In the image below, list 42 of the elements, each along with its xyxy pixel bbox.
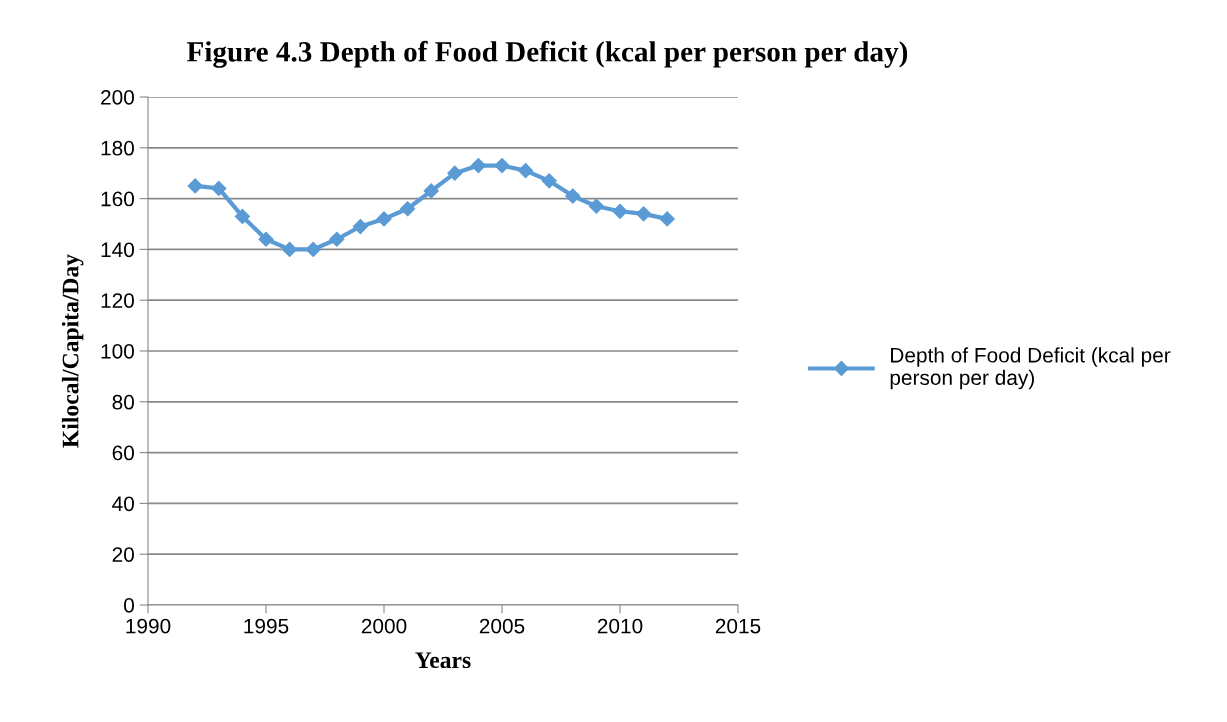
x-tick-label: 1990 xyxy=(126,618,171,634)
x-tick-label: 2005 xyxy=(479,618,525,634)
point xyxy=(187,178,203,194)
x-tick-label: 2000 xyxy=(361,618,407,634)
point xyxy=(258,231,274,247)
x-tick-label: 2010 xyxy=(597,618,643,634)
point xyxy=(400,201,416,217)
y-tick-label: 80 xyxy=(112,394,134,410)
point xyxy=(518,163,534,179)
y-tick-label: 20 xyxy=(112,547,134,562)
y-tick-label: 60 xyxy=(112,445,134,461)
point xyxy=(470,158,486,174)
chart-title: Figure 4.3 Depth of Food Deficit (kcal per person per day) xyxy=(187,40,908,68)
y-tick-label: 200 xyxy=(101,90,134,105)
point xyxy=(329,231,345,247)
point xyxy=(612,203,628,219)
point xyxy=(376,211,392,227)
point xyxy=(565,188,581,204)
y-tick-label: 180 xyxy=(101,140,134,156)
x-axis-title: Years xyxy=(415,652,471,669)
point xyxy=(659,211,675,227)
y-tick-label: 0 xyxy=(124,598,134,613)
point xyxy=(282,241,298,257)
y-tick-label: 160 xyxy=(101,191,134,207)
y-tick-label: 140 xyxy=(101,242,134,258)
legend-label: Depth of Food Deficit (kcal per person per day) xyxy=(890,347,1171,390)
point xyxy=(211,180,227,197)
x-tick-label: 1995 xyxy=(244,618,289,634)
point xyxy=(423,183,439,199)
point xyxy=(494,158,510,174)
y-axis-title: Kilocal/Capita/Day xyxy=(61,254,84,448)
y-tick-label: 120 xyxy=(101,293,134,308)
point xyxy=(352,218,368,235)
x-tick-label: 2015 xyxy=(715,618,761,634)
y-tick-label: 40 xyxy=(112,496,134,512)
point xyxy=(447,165,463,181)
point xyxy=(588,198,604,214)
point xyxy=(234,208,250,224)
point xyxy=(541,173,557,189)
point xyxy=(636,206,652,222)
point xyxy=(305,241,321,257)
y-tick-label: 100 xyxy=(101,344,134,359)
